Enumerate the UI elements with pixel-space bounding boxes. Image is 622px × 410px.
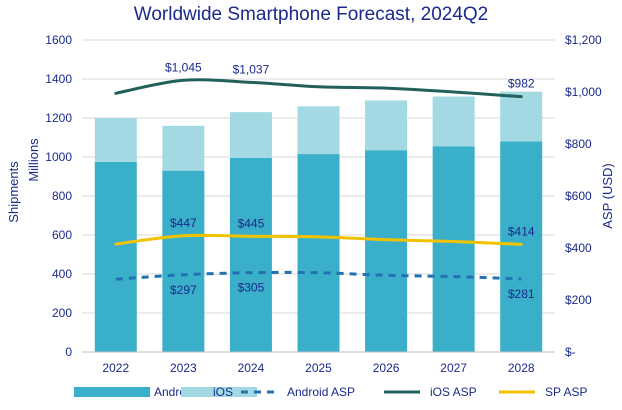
x-tick-label: 2027 [440,361,467,375]
axes-layer: 0 200 400 600 800 1000 1200 1400 1600 $- $200 $400 $… [45,33,602,375]
y-left-tick-label: 1000 [45,150,72,164]
x-tick-label: 2026 [373,361,400,375]
y-left-tick-label: 1200 [45,111,72,125]
line-sp-asp [114,233,523,246]
data-label: $445 [238,216,265,230]
bar-ios [500,91,543,142]
bar-android [94,161,137,352]
y-right-tick-label: $400 [565,241,592,255]
y-right-tick-label: $1,200 [565,33,602,47]
y-left-outer-label: Shipments [6,161,21,223]
x-tick-label: 2028 [508,361,535,375]
bar-ios [94,118,137,162]
y-right-tick-label: $1,000 [565,85,602,99]
lines-layer [114,78,523,281]
y-right-tick-label: $- [565,345,576,359]
x-tick-label: 2024 [238,361,265,375]
bar-ios [297,106,340,155]
data-label: $1,045 [165,60,202,74]
bar-ios [432,96,475,147]
x-tick-label: 2025 [305,361,332,375]
legend-label: iOS ASP [430,385,477,399]
y-left-tick-label: 600 [52,228,72,242]
chart-title: Worldwide Smartphone Forecast, 2024Q2 [134,4,489,25]
bar-android [162,170,205,352]
y-left-tick-label: 200 [52,306,72,320]
y-left-tick-label: 0 [65,345,72,359]
y-left-tick-label: 1400 [45,72,72,86]
bar-android [432,146,475,352]
line-ios-asp [114,78,523,99]
bar-android [297,154,340,352]
legend-label: SP ASP [545,385,587,399]
bar-android [500,141,543,352]
y-right-tick-label: $600 [565,189,592,203]
data-label: $297 [170,283,197,297]
x-tick-label: 2022 [102,361,129,375]
legend-label: Android ASP [287,385,355,399]
y-left-inner-label: Millions [26,138,41,182]
bar-android [229,157,272,352]
bar-ios [365,100,408,151]
y-left-tick-label: 800 [52,189,72,203]
data-label: $414 [508,224,535,238]
data-label: $447 [170,216,197,230]
y-left-tick-label: 400 [52,267,72,281]
y-right-tick-label: $800 [565,137,592,151]
x-tick-label: 2023 [170,361,197,375]
data-label: $281 [508,287,535,301]
bar-ios [162,125,205,171]
bar-ios [229,112,272,158]
bars-layer [94,91,543,352]
data-label: $1,037 [233,62,270,76]
legend-layer: Android iOS Android ASP iOS ASP SP ASP [74,385,587,399]
data-label: $982 [508,77,535,91]
bar-android [365,150,408,352]
line-android-asp [115,270,522,281]
data-label: $305 [238,281,265,295]
y-right-label: ASP (USD) [600,163,615,229]
y-left-tick-label: 1600 [45,33,72,47]
y-right-tick-label: $200 [565,293,592,307]
legend-label: iOS [213,385,233,399]
legend-swatch-bg [74,387,150,397]
labels-layer: $1,045 $1,037 $982 $447 $445 $414 $297 $305 $281 [165,60,535,301]
legend-swatch-bg [181,387,257,397]
